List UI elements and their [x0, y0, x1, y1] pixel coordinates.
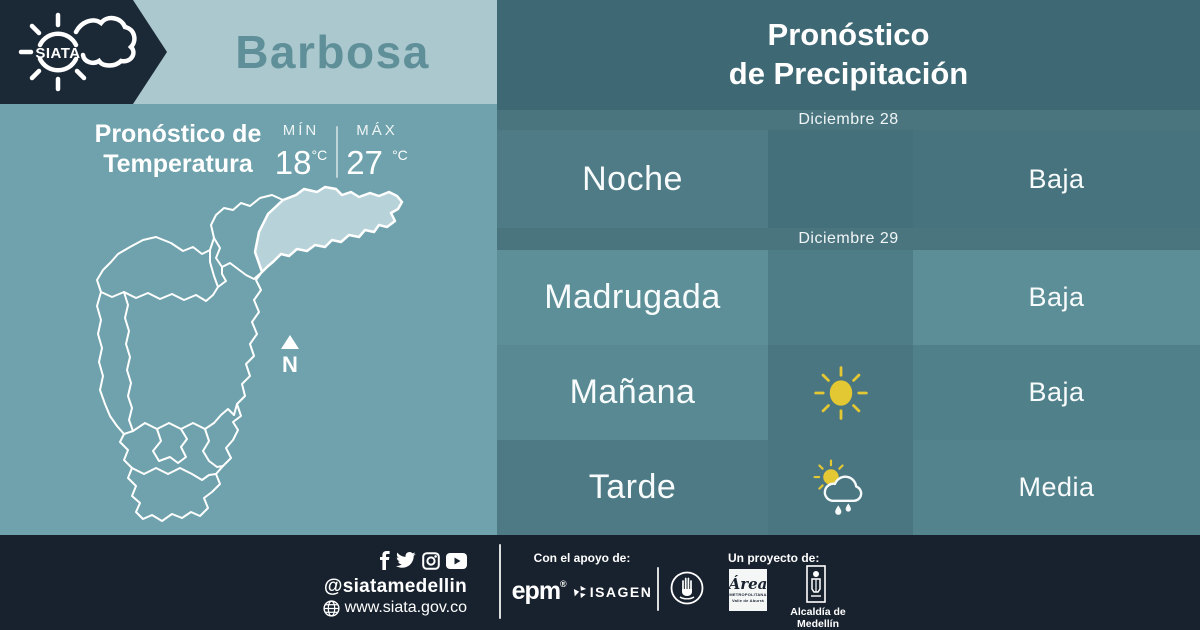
globe-icon [323, 599, 340, 617]
social-icons [0, 551, 467, 570]
facebook-icon[interactable] [378, 551, 390, 570]
siata-logo-banner: SIATA [0, 0, 168, 106]
alcaldia-emblem-icon [806, 565, 826, 603]
weather-icon-cell [768, 130, 913, 228]
date-band: Diciembre 29 [497, 228, 1200, 250]
location-title: Barbosa [235, 26, 430, 78]
level-label: Baja [913, 250, 1200, 345]
min-label: MÍN [282, 122, 320, 139]
aburra-valley-map: N [96, 185, 404, 522]
time-label: Mañana [497, 345, 768, 440]
max-value: 27 °C [346, 144, 408, 181]
forecast-row-noche: Noche Baja [497, 130, 1200, 228]
max-label: MÁX [356, 122, 398, 139]
temperature-panel: N Pronóstico de Temperatura MÍN 18°C MÁX… [0, 104, 497, 535]
max-temperature: MÁX 27 °C [342, 122, 412, 182]
twitter-icon[interactable] [396, 552, 416, 569]
footer: @siatamedellin www.siata.gov.co Con el a… [0, 535, 1200, 630]
minmax-divider [336, 126, 338, 178]
time-label: Madrugada [497, 250, 768, 345]
alcaldia-caption: Alcaldía de Medellín [790, 606, 846, 630]
instagram-icon[interactable] [422, 551, 440, 570]
min-value: 18°C [274, 144, 328, 181]
forecast-row-madrugada: Madrugada Baja [497, 250, 1200, 345]
area-metropolitana-logo: Área METROPOLITANA Valle de Aburrá [729, 569, 767, 611]
svg-text:N: N [282, 352, 298, 377]
footer-divider [499, 544, 501, 619]
level-label: Baja [913, 345, 1200, 440]
isagen-pinwheel-icon [573, 585, 586, 598]
sun-icon [813, 365, 868, 420]
project-label: Un proyecto de: [728, 551, 820, 565]
forecast-row-manana: Mañana Baja [497, 345, 1200, 440]
epm-logo: epm® [511, 577, 567, 605]
time-label: Noche [497, 130, 768, 228]
sun-rain-icon [812, 459, 862, 515]
level-label: Baja [913, 130, 1200, 228]
precipitation-header: Pronóstico de Precipitación [497, 0, 1200, 110]
supporter-logos: epm® ISAGEN [511, 577, 653, 605]
moon-icon [833, 282, 858, 315]
support-label: Con el apoyo de: [533, 551, 631, 565]
university-seal-icon [670, 571, 704, 605]
municipality-cluster-shape [96, 194, 284, 522]
weather-icon-cell [768, 440, 913, 535]
isagen-logo: ISAGEN [573, 584, 653, 600]
level-label: Media [913, 440, 1200, 535]
moon-icon [832, 162, 859, 197]
min-temperature: MÍN 18°C [268, 122, 334, 182]
svg-text:SIATA: SIATA [35, 45, 80, 62]
social-handle[interactable]: @siatamedellin [323, 576, 467, 597]
date-band: Diciembre 28 [497, 110, 1200, 130]
highlighted-municipality-barbosa [253, 185, 404, 274]
siata-logo-icon: SIATA [0, 0, 167, 104]
website-url[interactable]: www.siata.gov.co [344, 599, 467, 616]
municipality-borders [100, 237, 263, 481]
temperature-title: Pronóstico de Temperatura [94, 120, 262, 178]
time-label: Tarde [497, 440, 768, 535]
footer-divider [657, 567, 659, 611]
north-arrow-icon: N [281, 335, 299, 377]
weather-icon-cell [768, 345, 913, 440]
weather-icon-cell [768, 250, 913, 345]
forecast-row-tarde: Tarde Media [497, 440, 1200, 535]
website-row: www.siata.gov.co [0, 599, 467, 617]
youtube-icon[interactable] [446, 552, 467, 569]
